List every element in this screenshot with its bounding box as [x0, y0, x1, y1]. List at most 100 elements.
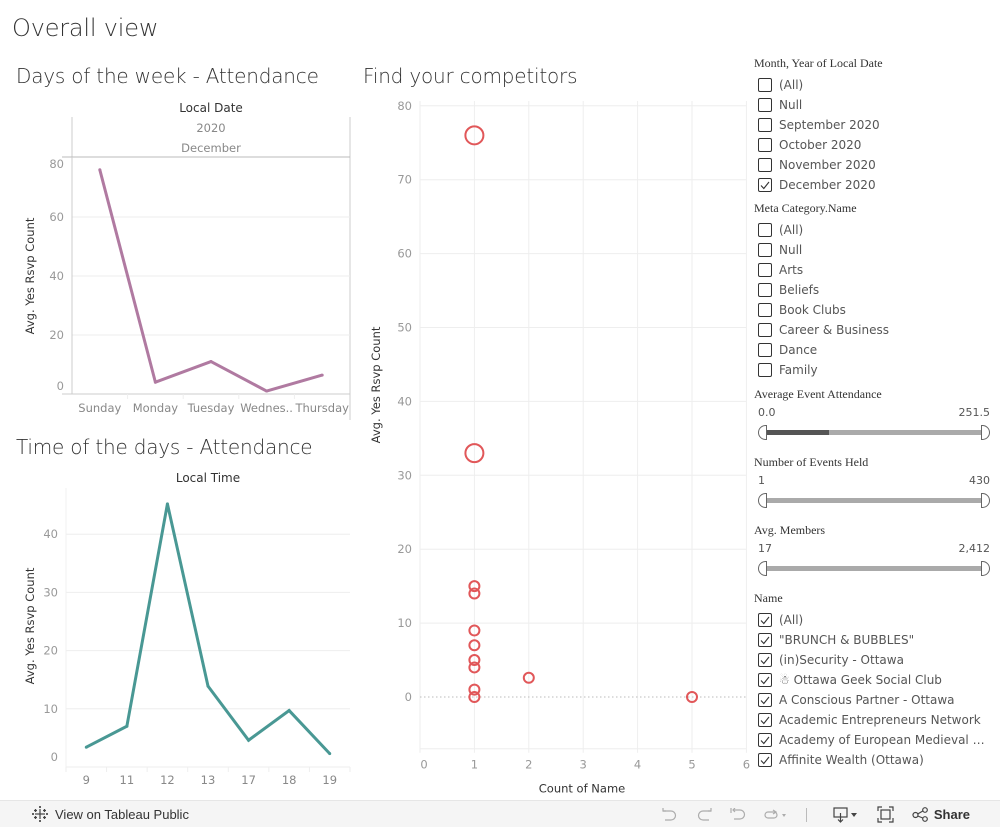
checkbox-unchecked[interactable]	[758, 343, 772, 357]
scatter-point[interactable]	[468, 691, 481, 703]
scatter-point[interactable]	[468, 639, 481, 652]
filter-option[interactable]: Arts	[754, 260, 994, 280]
days-of-week-chart[interactable]: Local Date 2020 December 0 20 40 60 80 Sunday Mon…	[0, 95, 355, 425]
filter-avg-event-attendance: Average Event Attendance 0.0 251.5	[754, 386, 994, 444]
slider-max-handle[interactable]	[981, 493, 990, 508]
checkbox-unchecked[interactable]	[758, 263, 772, 277]
filter-option[interactable]: December 2020	[754, 175, 994, 195]
scatter-point[interactable]	[468, 624, 481, 637]
checkbox-unchecked[interactable]	[758, 223, 772, 237]
scatter-point[interactable]	[468, 654, 481, 667]
x-tick-label: 2	[525, 758, 532, 772]
filter-option[interactable]: Academic Entrepreneurs Network	[754, 710, 994, 730]
slider-max-value: 430	[969, 474, 990, 487]
time-of-day-chart[interactable]: Local Time 0 10 20 30 40 9 11 12 13 17 18 19 Avg. Yes…	[0, 466, 355, 796]
slider-track[interactable]	[766, 430, 982, 435]
filter-option[interactable]: "BRUNCH & BUBBLES"	[754, 630, 994, 650]
filter-option-label: Affinite Wealth (Ottawa)	[779, 753, 924, 767]
filter-option[interactable]: Affinite Wealth (Ottawa)	[754, 750, 994, 770]
checkbox-checked[interactable]	[758, 693, 772, 707]
filter-option-label: November 2020	[779, 158, 876, 172]
slider-track[interactable]	[766, 566, 982, 571]
scatter-point[interactable]	[686, 691, 698, 703]
slider-track[interactable]	[766, 498, 982, 503]
checkbox-unchecked[interactable]	[758, 118, 772, 132]
checkbox-checked[interactable]	[758, 713, 772, 727]
checkbox-unchecked[interactable]	[758, 158, 772, 172]
filter-option[interactable]: (All)	[754, 75, 994, 95]
share-button[interactable]: Share	[912, 807, 970, 822]
slider-min-handle[interactable]	[758, 561, 767, 576]
scatter-point[interactable]	[468, 580, 481, 593]
filter-option[interactable]: A Conscious Partner - Ottawa	[754, 690, 994, 710]
filter-option[interactable]: Dance	[754, 340, 994, 360]
y-tick-label: 20	[43, 644, 58, 658]
column-header-month: December	[181, 141, 241, 155]
checkbox-checked[interactable]	[758, 613, 772, 627]
x-axis-title: Count of Name	[539, 782, 625, 795]
checkbox-unchecked[interactable]	[758, 363, 772, 377]
x-tick-label: Sunday	[78, 401, 121, 415]
range-slider[interactable]	[758, 558, 990, 580]
x-tick-label: 9	[83, 773, 90, 787]
checkbox-unchecked[interactable]	[758, 283, 772, 297]
checkbox-unchecked[interactable]	[758, 323, 772, 337]
scatter-point[interactable]	[468, 661, 481, 674]
filter-option-label: October 2020	[779, 138, 862, 152]
data-point	[165, 502, 169, 506]
refresh-icon	[764, 809, 786, 819]
checkmark-icon	[760, 696, 770, 704]
filter-option[interactable]: ☃ Ottawa Geek Social Club	[754, 670, 994, 690]
redo-button[interactable]	[696, 807, 712, 822]
scatter-point[interactable]	[464, 125, 485, 146]
scatter-point[interactable]	[522, 671, 535, 684]
slider-max-handle[interactable]	[981, 561, 990, 576]
filter-option[interactable]: Null	[754, 95, 994, 115]
filter-option[interactable]: Career & Business	[754, 320, 994, 340]
filter-option[interactable]: November 2020	[754, 155, 994, 175]
checkbox-unchecked[interactable]	[758, 138, 772, 152]
filter-option[interactable]: Book Clubs	[754, 300, 994, 320]
checkbox-unchecked[interactable]	[758, 303, 772, 317]
filter-option[interactable]: (All)	[754, 610, 994, 630]
undo-button[interactable]	[662, 807, 678, 822]
checkbox-checked[interactable]	[758, 753, 772, 767]
checkbox-unchecked[interactable]	[758, 98, 772, 112]
checkbox-checked[interactable]	[758, 653, 772, 667]
filter-option[interactable]: September 2020	[754, 115, 994, 135]
filter-option[interactable]: Beliefs	[754, 280, 994, 300]
data-point	[98, 168, 102, 172]
slider-min-handle[interactable]	[758, 425, 767, 440]
y-axis-title: Avg. Yes Rsvp Count	[23, 217, 37, 334]
y-tick-label: 0	[51, 750, 58, 764]
slider-min-handle[interactable]	[758, 493, 767, 508]
refresh-button[interactable]	[764, 808, 788, 822]
filter-option[interactable]: October 2020	[754, 135, 994, 155]
fullscreen-button[interactable]	[877, 806, 894, 823]
checkbox-unchecked[interactable]	[758, 78, 772, 92]
filter-option[interactable]: Academy of European Medieval Ma...	[754, 730, 994, 750]
scatter-point[interactable]	[468, 587, 481, 600]
range-slider[interactable]	[758, 422, 990, 444]
checkbox-checked[interactable]	[758, 178, 772, 192]
y-tick-label: 10	[397, 616, 412, 630]
slider-max-handle[interactable]	[981, 425, 990, 440]
checkbox-checked[interactable]	[758, 673, 772, 687]
view-on-tableau-label: View on Tableau Public	[55, 806, 189, 822]
checkbox-checked[interactable]	[758, 733, 772, 747]
revert-button[interactable]	[730, 807, 746, 822]
slider-min-value: 0.0	[758, 406, 776, 419]
checkbox-unchecked[interactable]	[758, 243, 772, 257]
view-on-tableau-link[interactable]: View on Tableau Public	[32, 806, 189, 822]
range-slider[interactable]	[758, 490, 990, 512]
filter-option[interactable]: (in)Security - Ottawa	[754, 650, 994, 670]
filter-option[interactable]: Null	[754, 240, 994, 260]
scatter-point[interactable]	[468, 683, 481, 696]
filter-option-label: Beliefs	[779, 283, 820, 297]
scatter-point[interactable]	[464, 443, 485, 464]
filter-option[interactable]: (All)	[754, 220, 994, 240]
filter-option[interactable]: Family	[754, 360, 994, 380]
checkbox-checked[interactable]	[758, 633, 772, 647]
download-button[interactable]	[833, 806, 859, 823]
